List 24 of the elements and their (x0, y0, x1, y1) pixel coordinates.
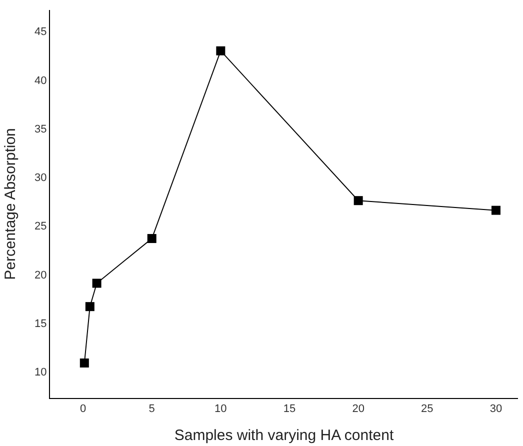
y-axis-title: Percentage Absorption (2, 128, 19, 280)
x-tick-label: 0 (80, 403, 86, 416)
x-tick-label: 15 (283, 403, 296, 416)
point (354, 196, 363, 206)
y-tick-label: 20 (34, 269, 47, 282)
point (92, 278, 102, 288)
y-tick-label: 35 (34, 123, 47, 136)
point (491, 206, 500, 215)
y-tick-label: 45 (34, 26, 47, 38)
y-tick-label: 25 (34, 220, 47, 233)
point (80, 358, 89, 368)
point (147, 234, 156, 244)
point (85, 302, 94, 312)
x-tick-label: 10 (214, 403, 227, 416)
x-tick-label: 30 (490, 403, 502, 416)
y-tick-label: 30 (34, 172, 47, 184)
x-tick-label: 20 (352, 403, 364, 416)
y-tick-label: 15 (34, 318, 47, 330)
x-axis-title: Samples with varying HA content (174, 427, 394, 444)
y-tick-label: 40 (34, 74, 47, 87)
x-tick-label: 25 (421, 403, 434, 416)
x-tick-label: 5 (148, 403, 155, 416)
y-tick-label: 10 (34, 366, 47, 379)
point (216, 46, 226, 56)
